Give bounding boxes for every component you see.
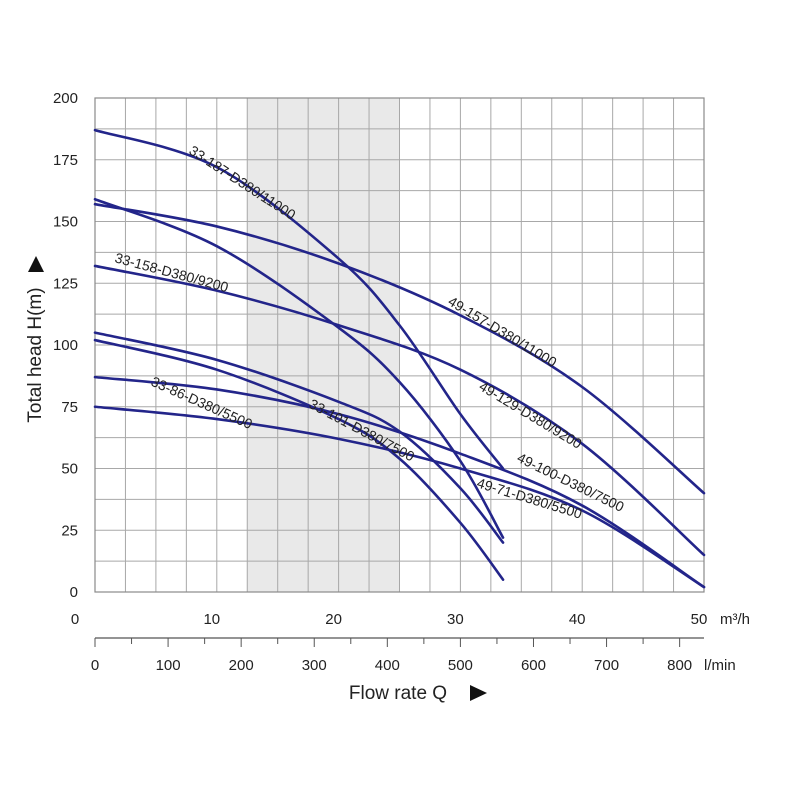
x2-tick-label: 200 [229, 657, 254, 674]
y-axis-arrow-icon [28, 256, 44, 272]
y-axis-title: Total head H(m) [25, 287, 46, 422]
x-axis-title: Flow rate Q [349, 683, 447, 704]
y-tick-label: 125 [53, 275, 78, 292]
x2-tick-label: 800 [667, 657, 692, 674]
x-axis-arrow-icon [470, 685, 487, 701]
plot-border [94, 97, 705, 593]
x2-tick-label: 300 [302, 657, 327, 674]
y-tick-label: 200 [53, 90, 78, 107]
x2-tick-label: 700 [594, 657, 619, 674]
series-line [93, 331, 505, 544]
secondary-x-axis: 0 100 200 300 400 500 600 700 800 [91, 637, 704, 674]
series-line [93, 405, 706, 589]
x-tick-label: 20 [325, 611, 342, 628]
y-tick-label: 175 [53, 152, 78, 169]
x2-tick-label: 0 [91, 657, 99, 674]
series-line [93, 264, 706, 557]
x2-tick-label: 100 [156, 657, 181, 674]
x-tick-label: 40 [569, 611, 586, 628]
x-tick-label: 30 [447, 611, 464, 628]
curve-label: 49-129-D380/9200 [476, 378, 585, 452]
curve-label: 33-86-D380/5500 [149, 373, 255, 432]
series-line [93, 128, 505, 470]
y-tick-label: 50 [61, 461, 78, 478]
series-group [93, 128, 706, 589]
series-line [93, 197, 505, 539]
curve-label: 49-157-D380/11000 [445, 293, 559, 370]
y-tick-label: 100 [53, 337, 78, 354]
x-tick-label: 10 [203, 611, 220, 628]
y-tick-label: 75 [61, 399, 78, 416]
series-line [93, 338, 505, 581]
x2-tick-label: 400 [375, 657, 400, 674]
x-tick-label-origin: 0 [71, 611, 79, 628]
x2-tick-label: 600 [521, 657, 546, 674]
y-tick-label: 25 [61, 522, 78, 539]
x-tick-labels: 0 10 20 30 40 50 [71, 611, 708, 628]
series-line [93, 202, 706, 495]
series-line [93, 375, 706, 589]
x-unit-label: m³/h [720, 611, 750, 628]
y-tick-label: 0 [70, 584, 78, 601]
plot-frame [94, 97, 705, 593]
y-tick-label: 150 [53, 214, 78, 231]
y-tick-labels: 0 25 50 75 100 125 150 175 200 [53, 90, 78, 601]
x-tick-label: 50 [691, 611, 708, 628]
x2-tick-label: 500 [448, 657, 473, 674]
x2-unit-label: l/min [704, 657, 736, 674]
